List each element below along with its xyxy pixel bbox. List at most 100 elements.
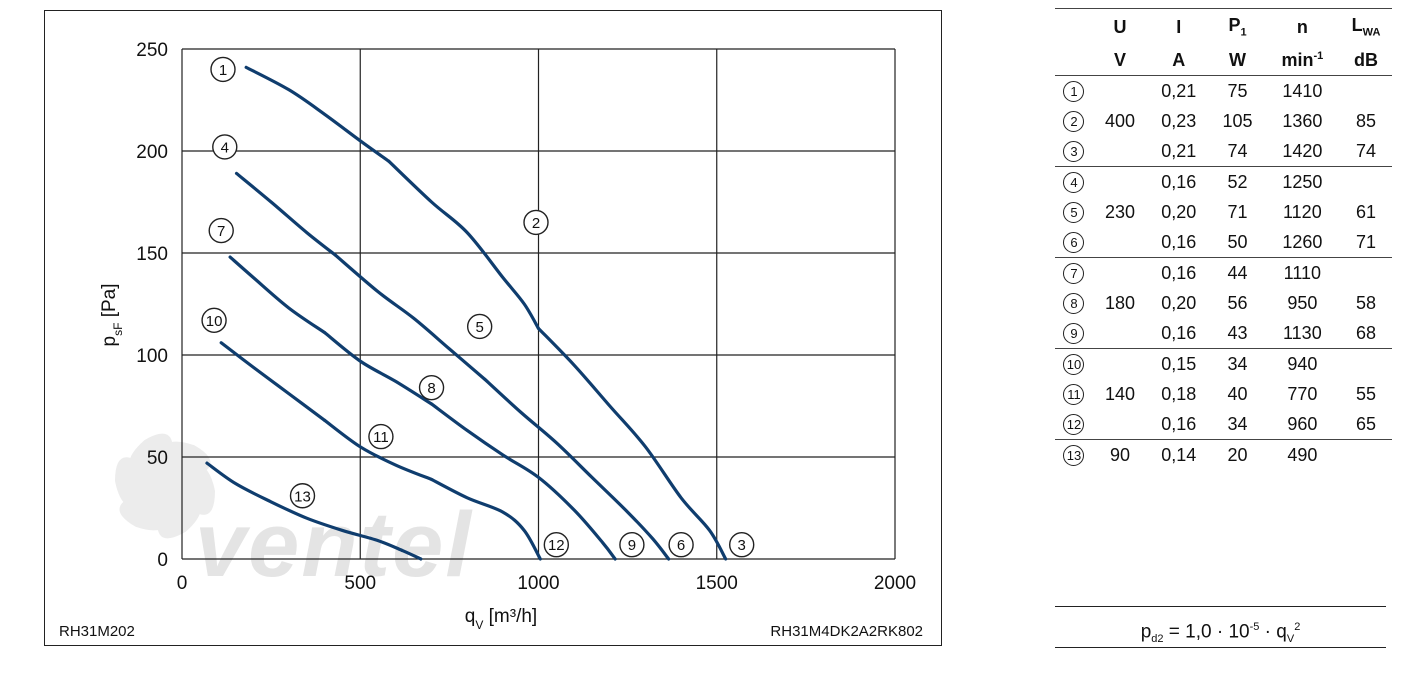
table-row: 12 0,16 34 960 65 xyxy=(1055,409,1392,440)
cell-i: 0,15 xyxy=(1161,353,1197,374)
row-id-cell: 2 xyxy=(1055,106,1093,136)
cell-p1: 43 xyxy=(1210,318,1265,349)
cell-p1: 56 xyxy=(1227,292,1248,313)
unit-0: V xyxy=(1092,45,1148,76)
curve-marker-12: 12 xyxy=(543,532,570,558)
row-id-cell: 8 xyxy=(1055,288,1093,318)
cell-lwa: 85 xyxy=(1356,110,1377,131)
cell-u xyxy=(1093,349,1147,380)
table-row: 8 180 0,20 56 950 58 xyxy=(1055,288,1392,318)
cell-p1: 52 xyxy=(1227,171,1248,192)
cell-n: 1360 xyxy=(1282,110,1323,131)
cell-u xyxy=(1092,227,1148,258)
row-number-circle: 1 xyxy=(1063,81,1085,102)
cell-n: 1260 xyxy=(1264,227,1341,258)
formula-q-sup: 2 xyxy=(1294,621,1301,633)
x-tick-label: 1500 xyxy=(696,573,738,594)
marker-circle xyxy=(418,374,445,401)
row-id-cell: 13 xyxy=(1055,440,1093,471)
cell-i: 0,23 xyxy=(1161,110,1197,131)
cell-lwa xyxy=(1340,76,1392,107)
cell-p1: 75 xyxy=(1227,80,1248,101)
marker-circle xyxy=(466,313,493,340)
cell-lwa xyxy=(1340,258,1392,289)
row-id-cell: 10 xyxy=(1055,349,1093,380)
cell-p1: 20 xyxy=(1227,444,1248,465)
formula-lhs: p xyxy=(1140,621,1152,643)
curve-10 xyxy=(219,341,327,422)
y-tick-label: 50 xyxy=(147,448,168,469)
cell-n: 950 xyxy=(1287,292,1318,313)
marker-circle xyxy=(368,423,394,450)
row-number-circle: 13 xyxy=(1063,445,1085,466)
row-id-cell: 9 xyxy=(1055,318,1093,349)
cell-n: 940 xyxy=(1287,353,1318,374)
row-number-circle: 3 xyxy=(1063,141,1085,162)
marker-number: 9 xyxy=(628,537,636,554)
curve-8 xyxy=(323,330,434,406)
curve-2 xyxy=(387,159,541,331)
marker-number: 10 xyxy=(206,313,223,330)
curve-4 xyxy=(234,171,337,257)
x-tick-label: 2000 xyxy=(874,573,916,594)
cell-p1: 34 xyxy=(1210,409,1265,440)
cell-u: 400 xyxy=(1105,110,1136,131)
row-number-circle: 2 xyxy=(1063,111,1085,132)
cell-u: 90 xyxy=(1110,444,1131,465)
marker-circle xyxy=(201,307,227,334)
marker-number: 4 xyxy=(221,139,229,156)
marker-number: 12 xyxy=(548,537,565,554)
cell-n: 770 xyxy=(1287,383,1318,404)
marker-number: 1 xyxy=(219,62,227,79)
cell-lwa: 65 xyxy=(1340,409,1392,440)
curve-12 xyxy=(429,477,542,561)
cell-n: 490 xyxy=(1287,444,1318,465)
row-id-cell: 5 xyxy=(1055,197,1093,227)
cell-u xyxy=(1093,258,1147,289)
table-row: 1 0,21 75 1410 xyxy=(1055,76,1392,107)
marker-circle xyxy=(289,483,316,509)
row-id-cell: 11 xyxy=(1055,379,1093,409)
cell-u: 140 xyxy=(1105,383,1136,404)
marker-number: 2 xyxy=(532,215,540,232)
curve-marker-1: 1 xyxy=(210,56,236,83)
cell-i: 0,16 xyxy=(1147,227,1211,258)
unit-4: dB xyxy=(1340,45,1392,76)
row-id-cell: 7 xyxy=(1055,258,1093,289)
table-row: 9 0,16 43 1130 68 xyxy=(1055,318,1392,349)
header-0: U xyxy=(1092,8,1148,45)
row-id-cell: 4 xyxy=(1055,167,1093,198)
curve-1 xyxy=(244,65,391,163)
cell-lwa xyxy=(1340,167,1392,198)
cell-p1: 74 xyxy=(1210,136,1265,167)
grid xyxy=(181,48,896,560)
marker-circle xyxy=(668,532,694,558)
curve-marker-5: 5 xyxy=(466,313,493,340)
curve-6 xyxy=(483,377,671,561)
cell-n: 1410 xyxy=(1282,80,1323,101)
cell-i: 0,20 xyxy=(1161,201,1197,222)
formula-exp: -5 xyxy=(1249,621,1260,633)
cell-lwa: 71 xyxy=(1340,227,1392,258)
curve-5 xyxy=(333,253,487,382)
curve-7 xyxy=(228,255,327,335)
row-number-circle: 10 xyxy=(1063,354,1085,375)
cell-p1: 34 xyxy=(1227,353,1248,374)
cell-p1: 44 xyxy=(1227,262,1248,283)
marker-number: 8 xyxy=(427,380,435,397)
row-number-circle: 4 xyxy=(1063,172,1085,193)
table-row: 3 0,21 74 1420 74 xyxy=(1055,136,1392,167)
table-row: 10 0,15 34 940 xyxy=(1055,349,1392,380)
header-3: n xyxy=(1264,8,1341,45)
cell-p1: 105 xyxy=(1222,110,1253,131)
row-id-cell: 3 xyxy=(1055,136,1093,167)
x-tick-label: 0 xyxy=(177,573,188,594)
curve-marker-13: 13 xyxy=(289,483,316,509)
header-2: P1 xyxy=(1210,8,1265,45)
cell-lwa: 61 xyxy=(1356,201,1377,222)
formula-mid: = 1,0 · 10 xyxy=(1163,621,1250,643)
marker-circle xyxy=(208,217,234,244)
unit-2: W xyxy=(1210,45,1265,76)
marker-number: 3 xyxy=(738,537,746,554)
